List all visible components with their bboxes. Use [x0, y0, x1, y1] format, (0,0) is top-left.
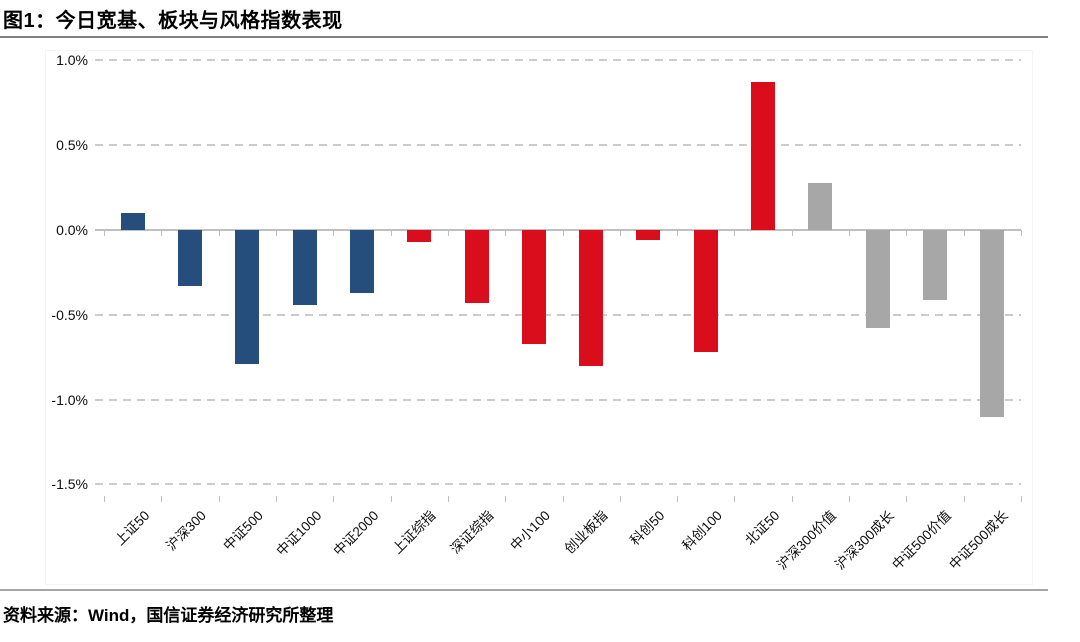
bar-科创100	[694, 230, 718, 352]
axis-tick	[964, 496, 965, 502]
y-axis-tick-label: -1.0%	[51, 392, 88, 408]
bar-上证50	[121, 213, 145, 230]
bar-创业板指	[579, 230, 603, 366]
axis-tick	[734, 230, 735, 236]
y-axis-tick-label: -0.5%	[51, 307, 88, 323]
axis-tick	[677, 496, 678, 502]
axis-tick	[792, 496, 793, 502]
bar-沪深300	[178, 230, 202, 286]
gridline	[95, 483, 1021, 485]
axis-tick	[849, 496, 850, 502]
axis-tick	[964, 230, 965, 236]
bar-中证2000	[350, 230, 374, 293]
axis-tick	[219, 496, 220, 502]
axis-tick	[391, 230, 392, 236]
bar-中小100	[522, 230, 546, 344]
gridline	[95, 314, 1021, 316]
axis-tick	[333, 230, 334, 236]
axis-tick	[849, 230, 850, 236]
figure-title: 图1：今日宽基、板块与风格指数表现	[3, 10, 343, 32]
y-axis-tick-label: 0.5%	[56, 137, 88, 153]
axis-tick	[505, 496, 506, 502]
axis-tick	[391, 496, 392, 502]
axis-tick	[161, 496, 162, 502]
axis-tick	[563, 230, 564, 236]
y-axis-tick-label: 1.0%	[56, 52, 88, 68]
gridline	[95, 59, 1021, 61]
bar-深证综指	[465, 230, 489, 303]
axis-tick	[620, 230, 621, 236]
axis-tick	[219, 230, 220, 236]
axis-tick	[505, 230, 506, 236]
source-note: 资料来源：Wind，国信证券经济研究所整理	[3, 606, 334, 625]
axis-tick	[906, 230, 907, 236]
footer-divider	[0, 589, 1048, 591]
axis-tick	[792, 230, 793, 236]
bar-沪深300成长	[866, 230, 890, 328]
gridline	[95, 144, 1021, 146]
axis-tick	[104, 230, 105, 236]
axis-tick	[104, 496, 105, 502]
axis-tick	[563, 496, 564, 502]
axis-tick	[448, 230, 449, 236]
gridline	[95, 399, 1021, 401]
axis-tick	[906, 496, 907, 502]
y-axis-tick-label: 0.0%	[56, 222, 88, 238]
bar-沪深300价值	[808, 183, 832, 230]
bar-上证综指	[407, 230, 431, 242]
axis-tick	[161, 230, 162, 236]
x-axis-line	[95, 229, 1021, 231]
axis-tick	[448, 496, 449, 502]
axis-tick	[333, 496, 334, 502]
axis-tick	[1021, 230, 1022, 236]
axis-tick	[276, 230, 277, 236]
title-divider	[0, 36, 1048, 38]
bar-北证50	[751, 82, 775, 230]
bar-中证500	[235, 230, 259, 364]
axis-tick	[276, 496, 277, 502]
bar-中证500成长	[980, 230, 1004, 417]
bar-中证500价值	[923, 230, 947, 300]
bar-科创50	[636, 230, 660, 240]
y-axis-tick-label: -1.5%	[51, 476, 88, 492]
axis-tick	[677, 230, 678, 236]
axis-tick	[734, 496, 735, 502]
axis-tick	[1021, 496, 1022, 502]
axis-tick	[620, 496, 621, 502]
plot-area-border	[45, 50, 1033, 585]
bar-中证1000	[293, 230, 317, 305]
